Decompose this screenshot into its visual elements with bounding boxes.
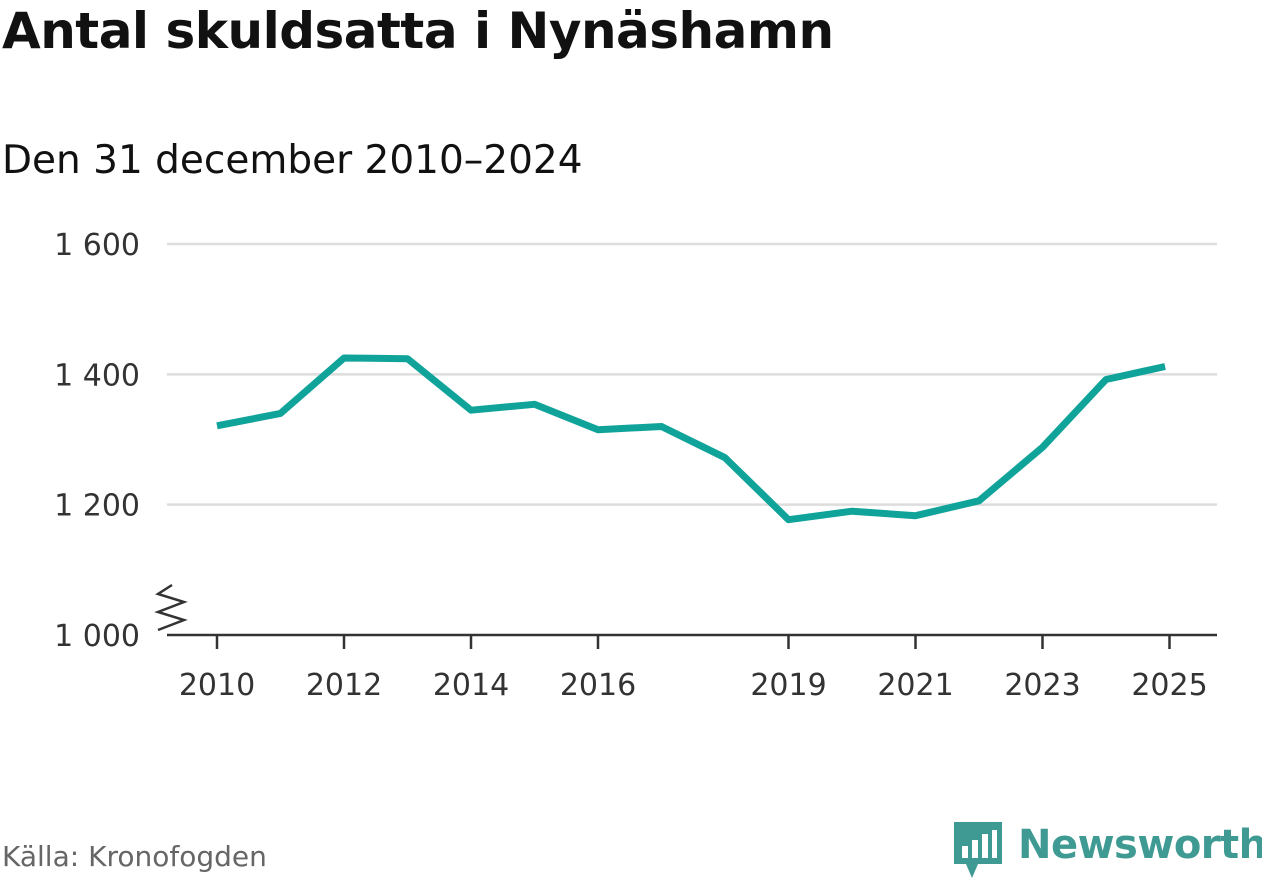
series-line <box>216 354 1166 524</box>
x-axis-tick-labels: 2010 2012 2014 2016 2019 2021 2023 2025 <box>179 668 1208 703</box>
chart-subtitle: Den 31 december 2010–2024 <box>2 138 583 183</box>
x-tick-label: 2014 <box>433 668 509 703</box>
brand-name: Newsworthy <box>1018 822 1262 868</box>
y-tick-label: 1 000 <box>54 619 140 654</box>
y-tick-label: 1 200 <box>54 489 140 524</box>
x-tick-label: 2012 <box>306 668 382 703</box>
y-tick-label: 1 600 <box>54 228 140 263</box>
x-tick-label: 2016 <box>560 668 636 703</box>
x-tick-label: 2019 <box>750 668 826 703</box>
x-tick-label: 2021 <box>877 668 953 703</box>
axis-break-icon <box>154 583 188 632</box>
series-group <box>216 354 1166 524</box>
y-tick-label: 1 400 <box>54 358 140 393</box>
source-note: Källa: Kronofogden <box>2 840 267 873</box>
gridlines <box>167 242 1217 506</box>
x-tick-label: 2023 <box>1004 668 1080 703</box>
y-axis-tick-labels: 1 000 1 200 1 400 1 600 <box>54 228 140 654</box>
newsworthy-logo-icon <box>954 822 1002 878</box>
x-axis <box>167 633 1217 649</box>
x-tick-label: 2010 <box>179 668 255 703</box>
brand-logo: Newsworthy <box>952 820 1262 880</box>
x-tick-label: 2025 <box>1131 668 1207 703</box>
chart-title: Antal skuldsatta i Nynäshamn <box>2 2 834 60</box>
